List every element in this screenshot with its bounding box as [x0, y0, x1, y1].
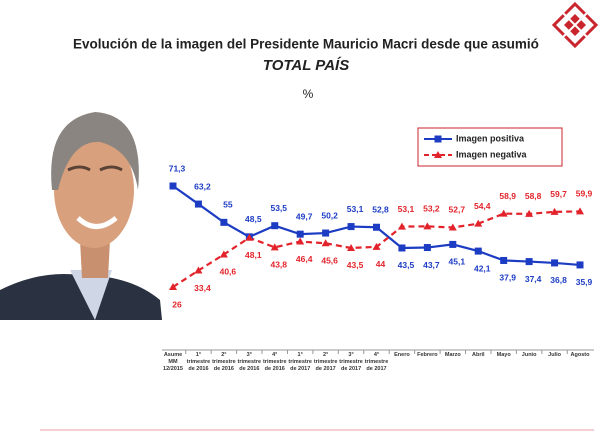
data-label: 59,7	[550, 189, 567, 199]
point	[550, 207, 559, 215]
x-tick-label: Asume MM 12/2015	[163, 352, 183, 372]
data-label: 53,1	[347, 204, 364, 214]
data-label: 53,5	[270, 203, 287, 213]
photo	[0, 112, 162, 320]
x-tick-label: Mayo	[497, 352, 512, 358]
data-label: 63,2	[194, 181, 211, 191]
data-label: 49,7	[296, 211, 313, 221]
logo	[551, 1, 599, 49]
point	[169, 182, 177, 190]
point	[296, 237, 305, 245]
data-label: 36,8	[550, 275, 567, 285]
data-label: 53,2	[423, 204, 440, 214]
point	[423, 222, 432, 230]
point	[449, 240, 457, 248]
data-label: 52,7	[449, 205, 466, 215]
point	[576, 207, 584, 215]
point	[245, 233, 254, 241]
point	[474, 247, 482, 255]
x-tick-label: Marzo	[445, 352, 462, 358]
x-tick-label: Agosto	[571, 352, 591, 358]
data-label: 43,5	[398, 260, 415, 270]
x-tick-label: Julio	[548, 352, 561, 358]
legend-label: Imagen negativa	[456, 149, 528, 159]
data-label: 59,9	[576, 189, 593, 199]
point	[347, 243, 356, 251]
point	[398, 244, 406, 252]
point	[474, 219, 483, 227]
data-label: 44	[376, 259, 386, 269]
data-label: 45,6	[321, 256, 338, 266]
data-label: 58,9	[499, 191, 516, 201]
point	[423, 244, 431, 252]
x-tick-label: 4° trimestre de 2016	[263, 352, 287, 372]
point	[551, 259, 559, 267]
point	[373, 223, 380, 231]
data-label: 43,7	[423, 260, 440, 270]
x-tick-label: Abril	[472, 352, 485, 358]
data-label: 40,6	[220, 267, 237, 277]
point	[576, 261, 584, 269]
data-label: 58,8	[525, 191, 542, 201]
legend-box	[417, 127, 563, 167]
point	[271, 222, 279, 230]
point	[220, 218, 228, 226]
legend-marker	[434, 135, 442, 143]
point	[296, 230, 304, 238]
x-tick-label: 4° trimestre de 2017	[365, 352, 389, 372]
data-label: 43,5	[347, 260, 364, 270]
data-label: 35,9	[576, 277, 593, 287]
x-tick-label: Febrero	[417, 352, 438, 358]
x-tick-label: 1° trimestre de 2017	[288, 352, 312, 372]
data-label: 42,1	[474, 263, 491, 273]
chart-subtitle: TOTAL PAÍS	[263, 57, 349, 74]
data-label: 71,3	[169, 163, 186, 173]
data-label: 50,2	[321, 210, 338, 220]
x-tick-label: Enero	[394, 352, 410, 358]
point	[321, 239, 330, 247]
x-tick-label: 2° trimestre de 2016	[212, 352, 236, 372]
data-label: 46,4	[296, 254, 313, 264]
data-label: 37,4	[525, 274, 542, 284]
point	[397, 222, 406, 230]
legend: Imagen positiva Imagen negativa	[417, 127, 563, 167]
point	[448, 223, 457, 231]
point	[525, 209, 534, 217]
legend-label: Imagen positiva	[456, 133, 525, 143]
data-label: 43,8	[270, 260, 287, 270]
x-tick-label: 3° trimestre de 2016	[238, 352, 262, 372]
point	[194, 266, 203, 274]
point	[499, 209, 508, 217]
data-label: 26	[172, 299, 182, 309]
x-tick-label: 2° trimestre de 2017	[314, 352, 338, 372]
data-label: 55	[223, 200, 233, 210]
x-tick-label: Junio	[522, 352, 537, 358]
data-label: 48,1	[245, 250, 262, 260]
data-label: 33,4	[194, 283, 211, 293]
data-label: 48,5	[245, 214, 262, 224]
point	[500, 256, 508, 264]
unit-label: %	[303, 87, 314, 101]
chart-title: Evolución de la imagen del Presidente Ma…	[73, 37, 539, 52]
x-tick-label: 1° trimestre de 2016	[187, 352, 211, 372]
data-label: 53,1	[398, 204, 415, 214]
point	[322, 229, 330, 237]
point	[372, 242, 381, 250]
point	[219, 250, 228, 258]
point	[270, 243, 279, 251]
point	[169, 283, 177, 290]
point	[347, 223, 355, 231]
data-label: 45,1	[449, 257, 466, 267]
data-label: 54,4	[474, 201, 491, 211]
x-tick-label: 3° trimestre de 2017	[339, 352, 363, 372]
legend-marker	[434, 151, 442, 158]
point	[525, 258, 533, 266]
point	[194, 200, 202, 208]
data-label: 52,8	[372, 204, 389, 214]
data-label: 37,9	[499, 273, 516, 283]
